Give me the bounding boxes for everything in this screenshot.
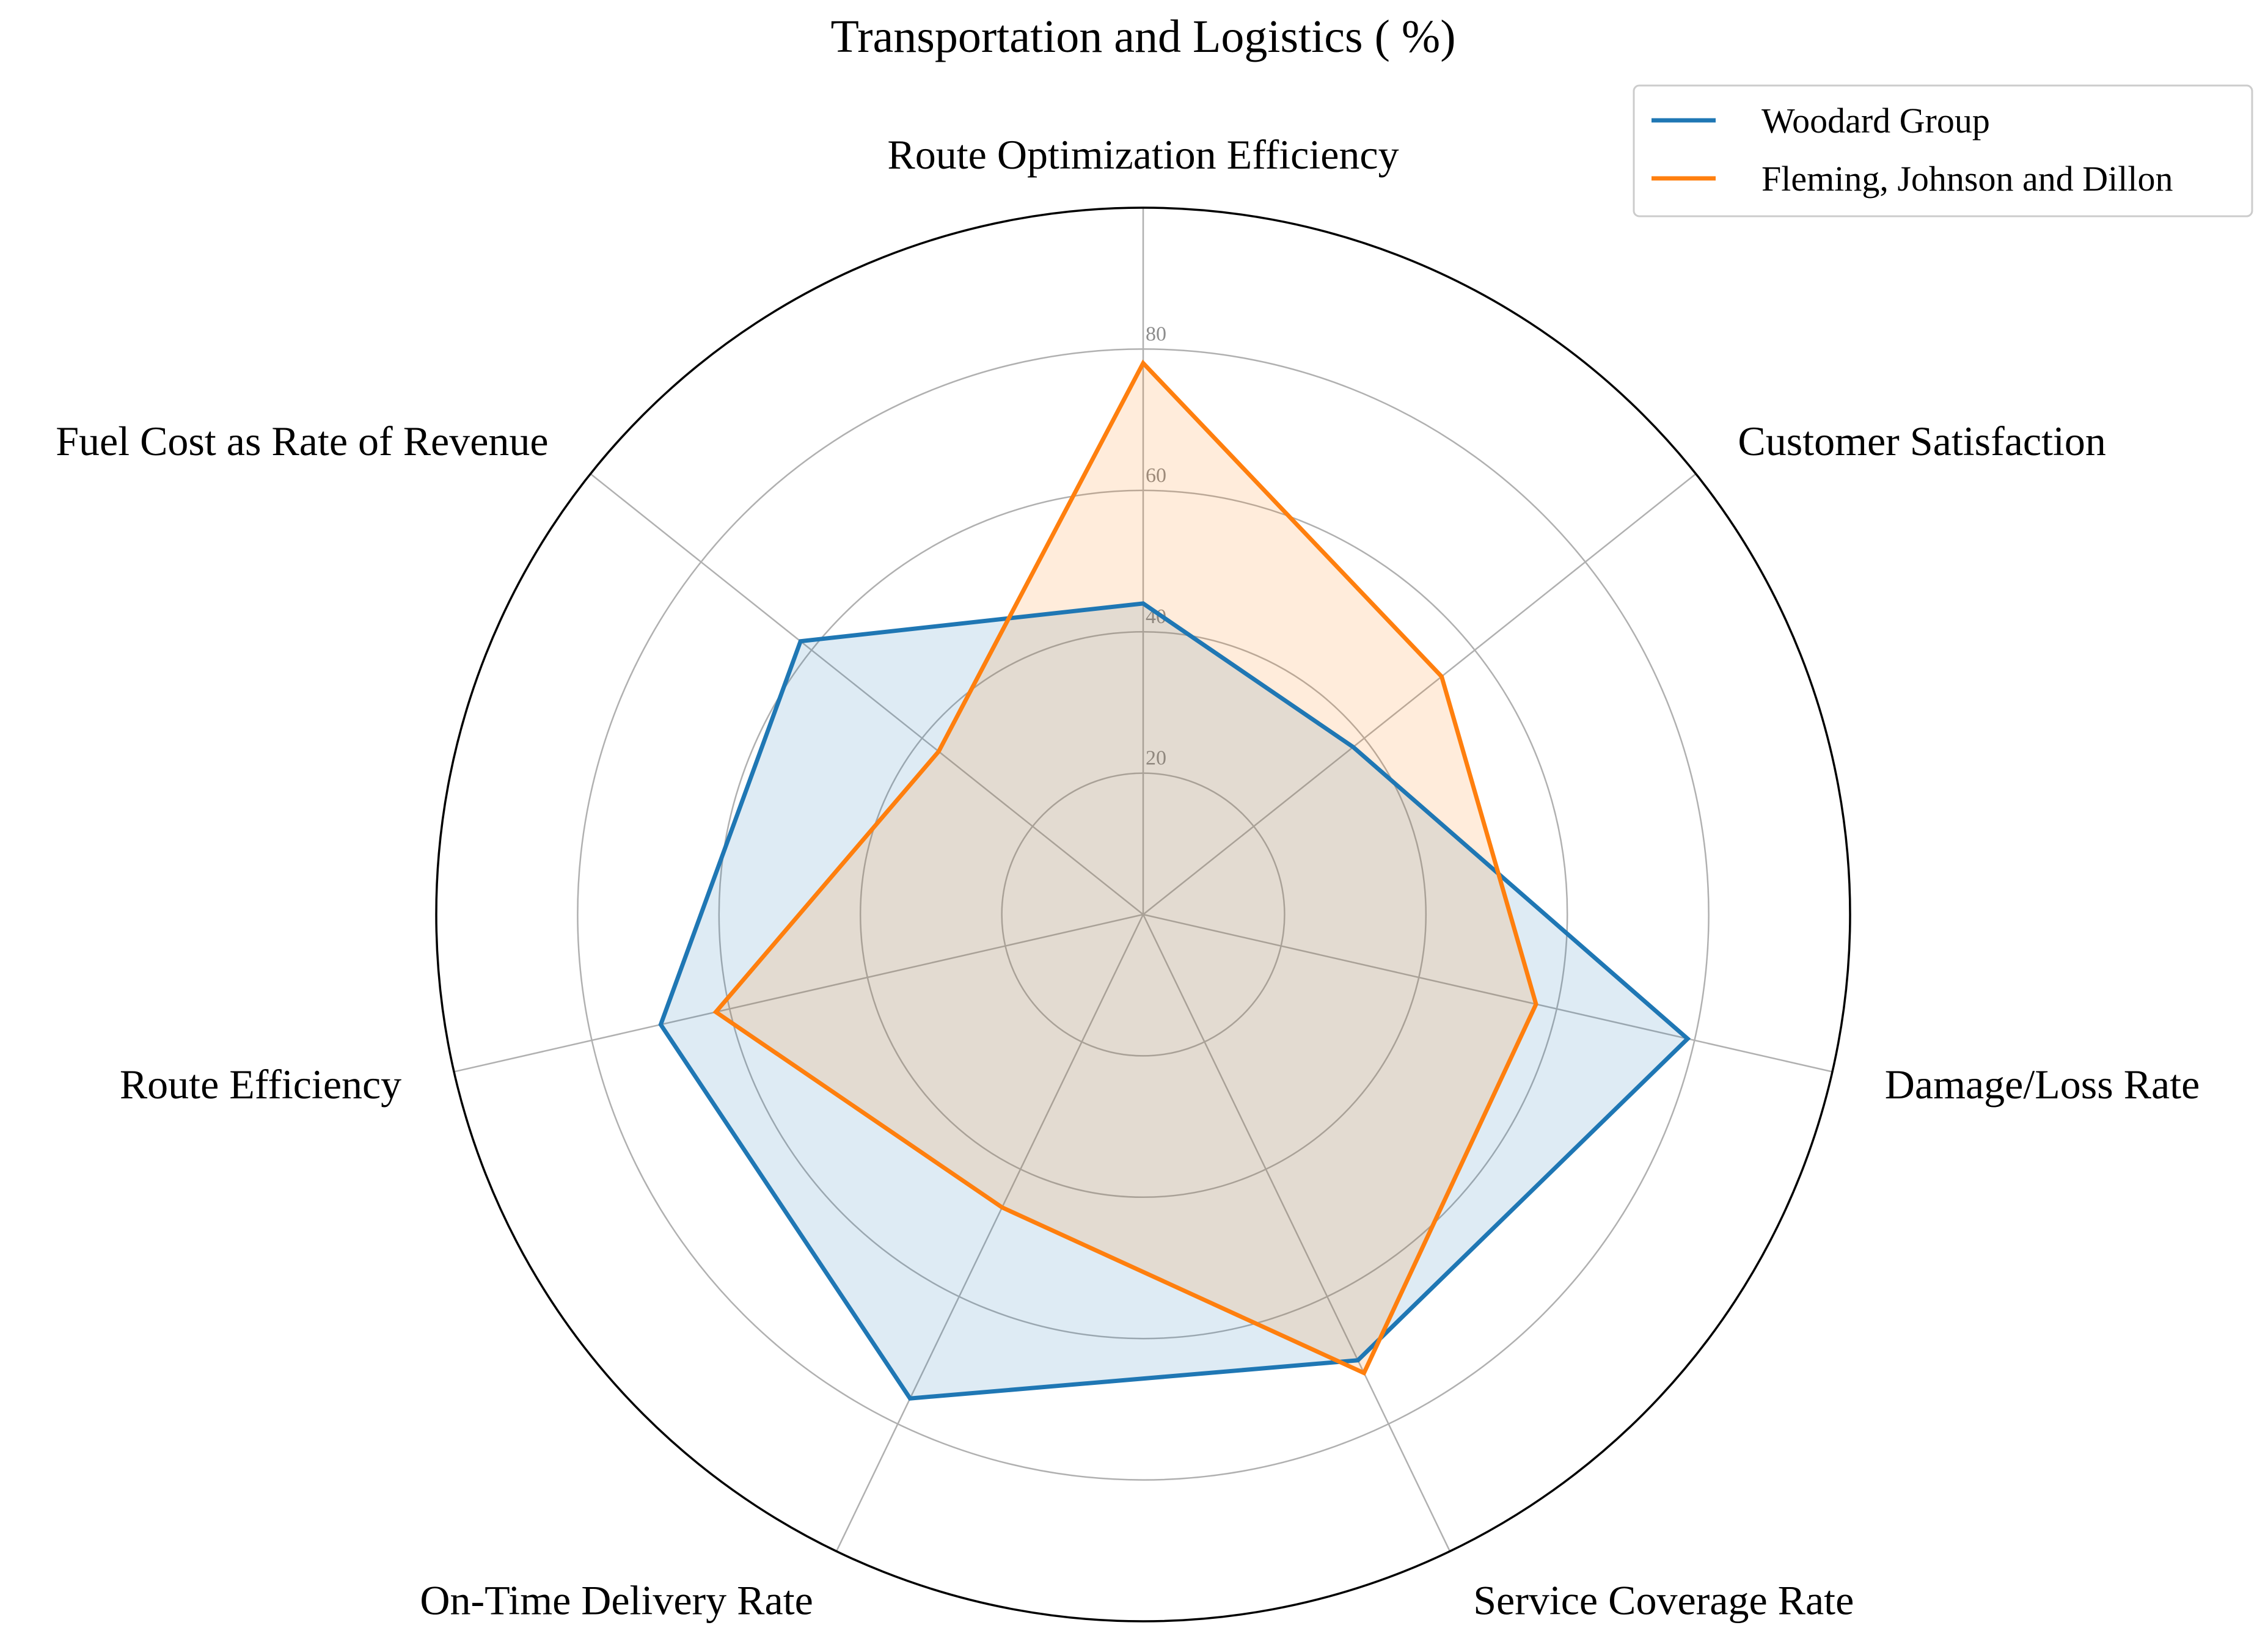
series-line <box>712 359 1538 1376</box>
grid-spoke <box>590 473 1144 915</box>
grid-spoke <box>835 914 1144 1552</box>
legend-label: Woodard Group <box>1761 101 1990 141</box>
r-tick-label: 20 <box>1146 747 1166 770</box>
legend: Woodard Group Fleming, Johnson and Dillo… <box>1633 84 2253 217</box>
axis-label: Damage/Loss Rate <box>1885 1061 2200 1108</box>
series-area <box>660 603 1688 1399</box>
axis-labels: Route Optimization Efficiency Customer Sa… <box>56 131 2200 1624</box>
radar-series <box>658 359 1691 1401</box>
legend-frame <box>1633 84 2253 217</box>
r-tick-label: 60 <box>1146 464 1166 487</box>
axis-label: Service Coverage Rate <box>1473 1577 1854 1624</box>
chart-title: Transportation and Logistics ( %) <box>830 11 1455 62</box>
axis-label: Fuel Cost as Rate of Revenue <box>56 418 548 464</box>
legend-label: Fleming, Johnson and Dillon <box>1761 159 2173 199</box>
axis-label: Route Efficiency <box>120 1061 401 1108</box>
grid-spoke <box>1142 914 1451 1552</box>
grid-spoke <box>453 913 1144 1073</box>
series-area <box>715 363 1536 1373</box>
polar-frame <box>435 206 1851 1623</box>
series-line <box>658 601 1691 1401</box>
r-tick-label: 80 <box>1146 323 1166 345</box>
axis-label: Customer Satisfaction <box>1738 418 2105 464</box>
grid-spoke <box>1143 913 1833 1073</box>
axis-label: Route Optimization Efficiency <box>887 131 1399 178</box>
grid-spoke <box>1143 473 1697 915</box>
axis-label: On-Time Delivery Rate <box>420 1577 813 1624</box>
